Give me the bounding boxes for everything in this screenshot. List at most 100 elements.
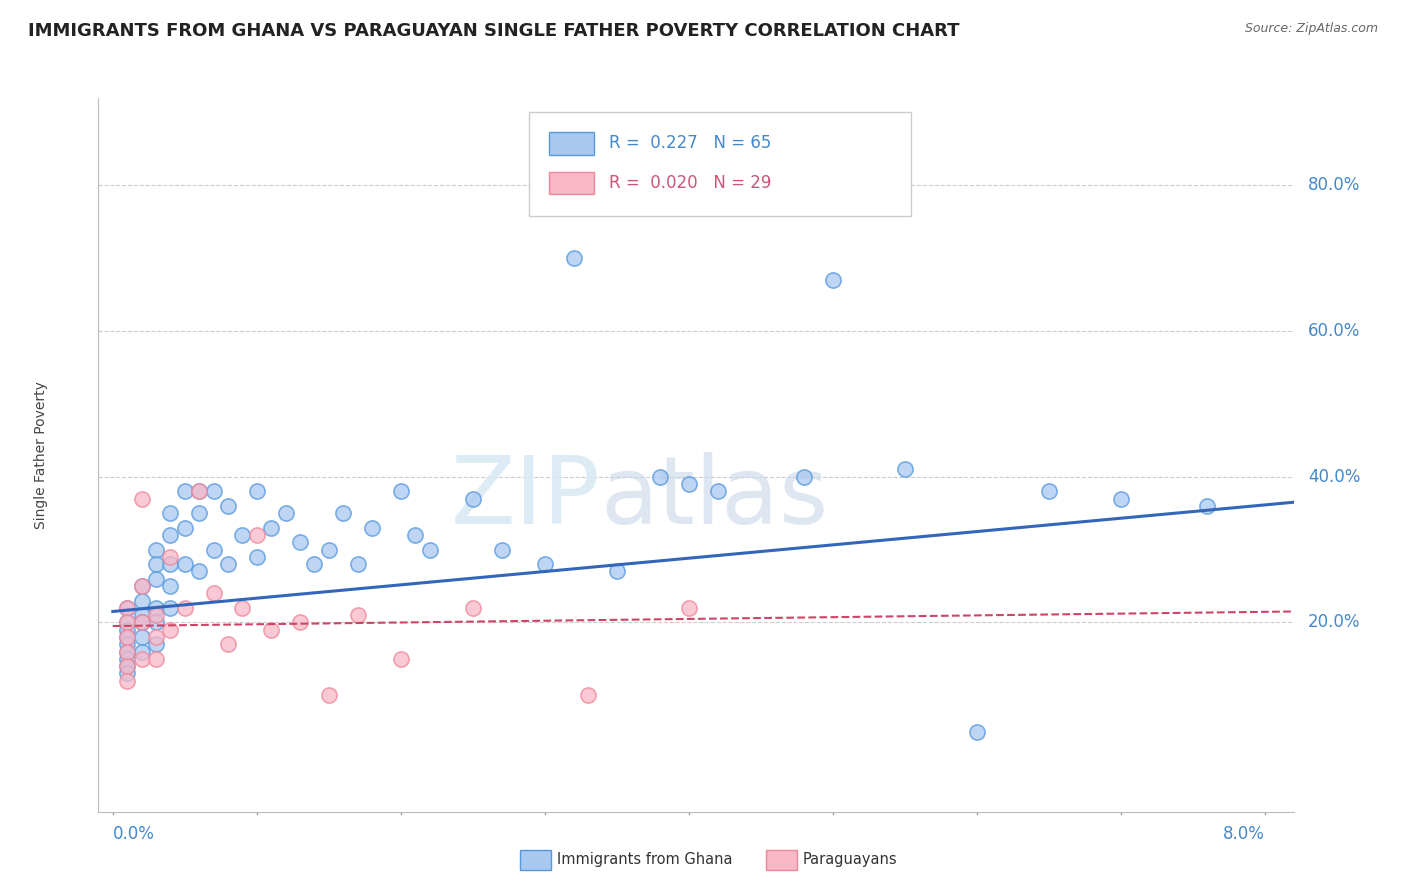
Point xyxy=(173,600,195,615)
Text: atlas: atlas xyxy=(600,451,828,544)
Text: Immigrants from Ghana: Immigrants from Ghana xyxy=(557,853,733,867)
Point xyxy=(188,506,211,520)
Text: 0.0%: 0.0% xyxy=(112,825,155,843)
Point xyxy=(288,535,311,549)
Point xyxy=(793,469,815,483)
Point xyxy=(966,724,988,739)
Point xyxy=(145,572,167,586)
Point xyxy=(274,506,297,520)
Point xyxy=(145,600,167,615)
Point xyxy=(1197,499,1219,513)
Point xyxy=(893,462,915,476)
Point xyxy=(217,637,239,651)
Point xyxy=(389,484,412,499)
Text: Single Father Poverty: Single Father Poverty xyxy=(34,381,48,529)
Text: R =  0.227   N = 65: R = 0.227 N = 65 xyxy=(609,134,770,152)
Text: IMMIGRANTS FROM GHANA VS PARAGUAYAN SINGLE FATHER POVERTY CORRELATION CHART: IMMIGRANTS FROM GHANA VS PARAGUAYAN SING… xyxy=(28,22,960,40)
Point xyxy=(1038,484,1060,499)
Point xyxy=(419,542,441,557)
Point xyxy=(202,484,225,499)
Point xyxy=(678,477,700,491)
FancyBboxPatch shape xyxy=(529,112,911,216)
Point xyxy=(145,608,167,623)
Point xyxy=(288,615,311,630)
Point xyxy=(131,579,153,593)
Point xyxy=(115,666,138,681)
Point xyxy=(173,521,195,535)
Point xyxy=(131,608,153,623)
Point xyxy=(115,659,138,673)
Point xyxy=(231,600,253,615)
Point xyxy=(202,586,225,600)
Point xyxy=(260,521,283,535)
Text: Source: ZipAtlas.com: Source: ZipAtlas.com xyxy=(1244,22,1378,36)
Text: 40.0%: 40.0% xyxy=(1308,467,1360,486)
Point xyxy=(115,673,138,688)
Point xyxy=(173,484,195,499)
Text: 8.0%: 8.0% xyxy=(1223,825,1265,843)
Point xyxy=(188,484,211,499)
Point xyxy=(131,652,153,666)
Point xyxy=(145,557,167,571)
Point xyxy=(115,630,138,644)
Point xyxy=(404,528,426,542)
Point xyxy=(131,615,153,630)
Point xyxy=(115,644,138,658)
Point xyxy=(131,579,153,593)
Point xyxy=(246,528,269,542)
Point xyxy=(159,506,181,520)
Point xyxy=(246,549,269,564)
Point xyxy=(533,557,555,571)
Point xyxy=(145,542,167,557)
Point xyxy=(115,615,138,630)
Point xyxy=(131,491,153,506)
Text: Paraguayans: Paraguayans xyxy=(803,853,897,867)
Bar xyxy=(548,132,595,155)
Point xyxy=(145,652,167,666)
Point xyxy=(606,565,628,579)
Point xyxy=(346,557,368,571)
Point xyxy=(217,557,239,571)
Point xyxy=(159,600,181,615)
Point xyxy=(145,637,167,651)
Point xyxy=(145,615,167,630)
Point xyxy=(706,484,728,499)
Point xyxy=(648,469,671,483)
Point xyxy=(115,600,138,615)
Point xyxy=(332,506,354,520)
Point xyxy=(131,615,153,630)
Text: R =  0.020   N = 29: R = 0.020 N = 29 xyxy=(609,174,770,192)
Point xyxy=(115,659,138,673)
Bar xyxy=(548,171,595,194)
Text: ZIP: ZIP xyxy=(451,451,600,544)
Point xyxy=(115,652,138,666)
Text: 80.0%: 80.0% xyxy=(1308,177,1360,194)
Point xyxy=(346,608,368,623)
Point xyxy=(159,623,181,637)
Point xyxy=(576,688,599,702)
Point xyxy=(491,542,513,557)
Point xyxy=(389,652,412,666)
Point xyxy=(202,542,225,557)
Point xyxy=(361,521,384,535)
Point xyxy=(461,491,484,506)
Point xyxy=(318,542,340,557)
Point xyxy=(131,630,153,644)
Point xyxy=(562,252,585,266)
Point xyxy=(318,688,340,702)
Point xyxy=(159,528,181,542)
Point xyxy=(115,644,138,658)
Point xyxy=(821,273,844,287)
Point xyxy=(304,557,326,571)
Point xyxy=(217,499,239,513)
Point xyxy=(115,630,138,644)
Point xyxy=(115,637,138,651)
Point xyxy=(246,484,269,499)
Point xyxy=(145,630,167,644)
Text: 20.0%: 20.0% xyxy=(1308,614,1361,632)
Point xyxy=(115,600,138,615)
Point xyxy=(115,623,138,637)
Point xyxy=(131,644,153,658)
Point xyxy=(461,600,484,615)
Point xyxy=(188,565,211,579)
